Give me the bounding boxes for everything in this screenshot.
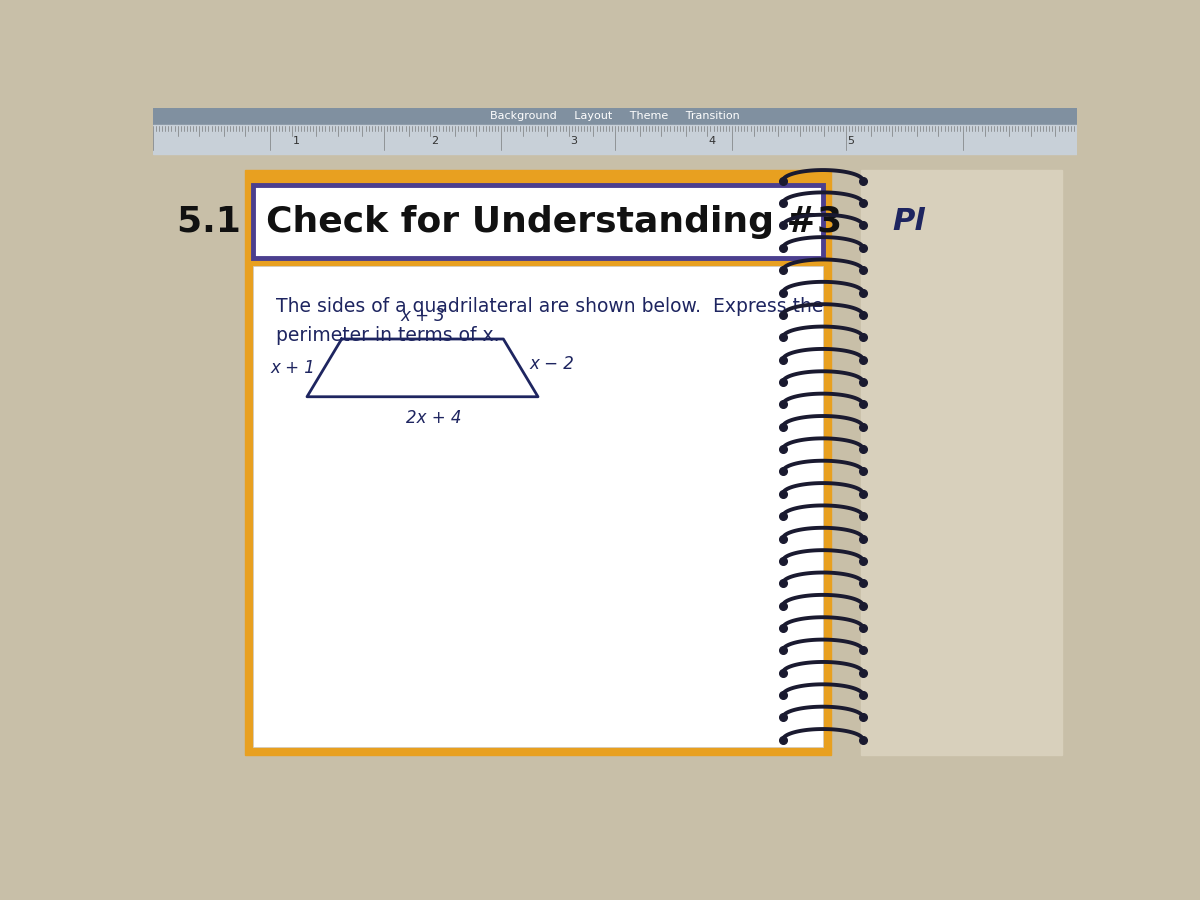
- Text: 4: 4: [708, 136, 715, 146]
- Text: perimeter in terms of x.: perimeter in terms of x.: [276, 326, 499, 345]
- Text: The sides of a quadrilateral are shown below.  Express the: The sides of a quadrilateral are shown b…: [276, 297, 823, 316]
- Bar: [154, 125, 1078, 154]
- Text: 5: 5: [847, 136, 854, 146]
- FancyBboxPatch shape: [253, 185, 823, 258]
- Text: 5.1  Check for Understanding #3: 5.1 Check for Understanding #3: [176, 204, 842, 238]
- Text: 1: 1: [293, 136, 300, 146]
- Text: 3: 3: [570, 136, 577, 146]
- Text: 2x + 4: 2x + 4: [407, 410, 462, 427]
- Text: x + 1: x + 1: [270, 359, 316, 377]
- Text: 2: 2: [431, 136, 438, 146]
- Bar: [862, 169, 1062, 755]
- Bar: [154, 108, 1078, 125]
- Bar: [253, 266, 823, 747]
- Text: Pl: Pl: [893, 207, 925, 236]
- Text: Background     Layout     Theme     Transition: Background Layout Theme Transition: [490, 112, 740, 122]
- Bar: [246, 169, 830, 755]
- Text: x + 3: x + 3: [400, 307, 445, 325]
- Text: x − 2: x − 2: [530, 355, 575, 373]
